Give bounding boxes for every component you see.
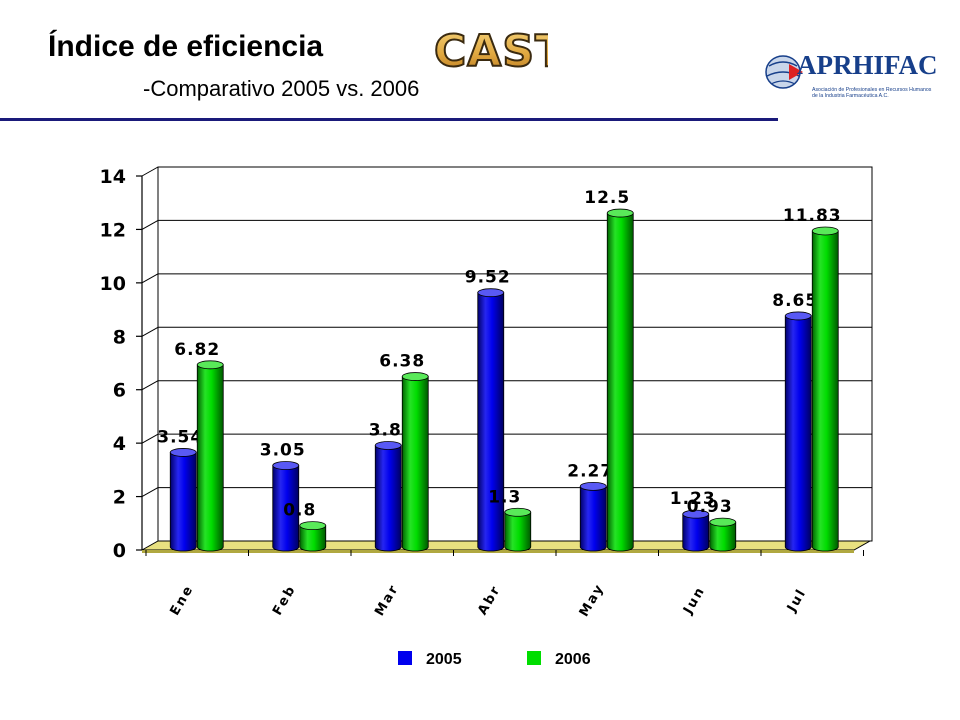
legend-label: 2005 [426,651,462,668]
bar-body [682,513,710,552]
bar-top [579,481,607,491]
chart-floor-edge [142,550,854,553]
bar-body [401,376,429,552]
y-tick-label: 6 [113,380,126,402]
data-label: 9.52 [465,268,511,288]
gridline-side [141,487,159,498]
bar-top [709,517,737,527]
data-label: 12.5 [584,188,630,208]
bar [401,372,429,552]
data-label: 0.8 [283,501,316,521]
bar-body [811,230,839,552]
bar [811,226,839,552]
legend-swatch [398,651,412,665]
gridline-side [141,219,159,230]
page-title: Índice de eficiencia [48,30,324,63]
globe-icon [765,55,803,89]
x-tick-label: Jul [784,586,810,616]
bar-body [784,315,812,552]
x-tick-label: Ene [167,582,196,618]
cast-logo: CAST [433,25,548,76]
header-divider [0,118,778,121]
chart-back-wall [157,166,873,542]
bar-body [606,212,634,552]
x-tick-label: Feb [270,582,299,618]
bar-body [709,521,737,552]
bar-top [682,509,710,519]
bar-top [272,461,300,470]
bar [606,208,634,552]
gridline-side [141,273,159,284]
bar-top [401,372,429,381]
x-tick-label: Mar [372,582,402,619]
bar [477,288,505,552]
org-logo-name: APRHIFAC [797,50,938,80]
legend-label: 2006 [555,651,591,668]
gridline-side [141,433,159,444]
bar-top [606,208,634,218]
bar-top [811,226,839,236]
bar [504,507,532,552]
y-tick-label: 8 [113,326,126,348]
gridline-side [141,326,159,337]
bar-top [784,311,812,321]
bar [709,517,737,552]
svg-text:CAST: CAST [434,26,548,76]
bar-top [299,521,327,531]
y-tick-label: 0 [113,540,126,562]
gridline-side [141,380,159,391]
org-logo-tagline: de la Industria Farmacéutica A.C. [812,93,889,99]
y-tick-label: 12 [100,219,126,241]
bar [374,441,402,552]
y-tick-label: 2 [113,487,126,509]
data-label: 3.8 [369,420,402,440]
gridline-side [141,166,159,177]
bar-top [477,288,505,298]
bar-body [196,364,224,552]
x-tick-label: May [577,581,608,620]
data-label: 0.93 [687,497,733,517]
data-label: 6.82 [174,340,220,360]
data-label: 2.27 [567,461,613,481]
data-label: 1.23 [670,489,716,509]
legend-swatch [527,651,541,665]
y-tick-label: 14 [100,166,126,188]
org-logo [759,46,945,102]
bar-body [272,465,300,552]
data-label: 3.54 [157,427,203,447]
data-label: 8.65 [772,291,818,311]
bar-body [579,485,607,552]
data-label: 6.38 [379,352,425,372]
bar [682,509,710,552]
bar-body [504,511,532,552]
x-tick-label: Abr [475,583,504,618]
x-tick-label: Jun [680,584,708,618]
bar [299,521,327,552]
bar-top [374,441,402,450]
data-label: 11.83 [783,206,842,226]
data-label: 3.05 [260,441,306,461]
bar-top [504,507,532,517]
y-tick-label: 4 [113,433,126,455]
page-subtitle: -Comparativo 2005 vs. 2006 [143,76,420,101]
org-logo-tagline: Asociación de Profesionales en Recursos … [812,87,932,93]
bar-body [477,292,505,552]
bar-body [169,452,197,552]
bar-body [374,445,402,552]
bar [579,481,607,552]
bar [169,448,197,552]
y-tick-label: 10 [100,273,126,295]
bar [784,311,812,552]
bar [196,360,224,552]
bar-top [196,360,224,370]
data-label: 1.3 [488,487,521,507]
bar-top [169,448,197,457]
bar-body [299,525,327,552]
bar [272,461,300,552]
